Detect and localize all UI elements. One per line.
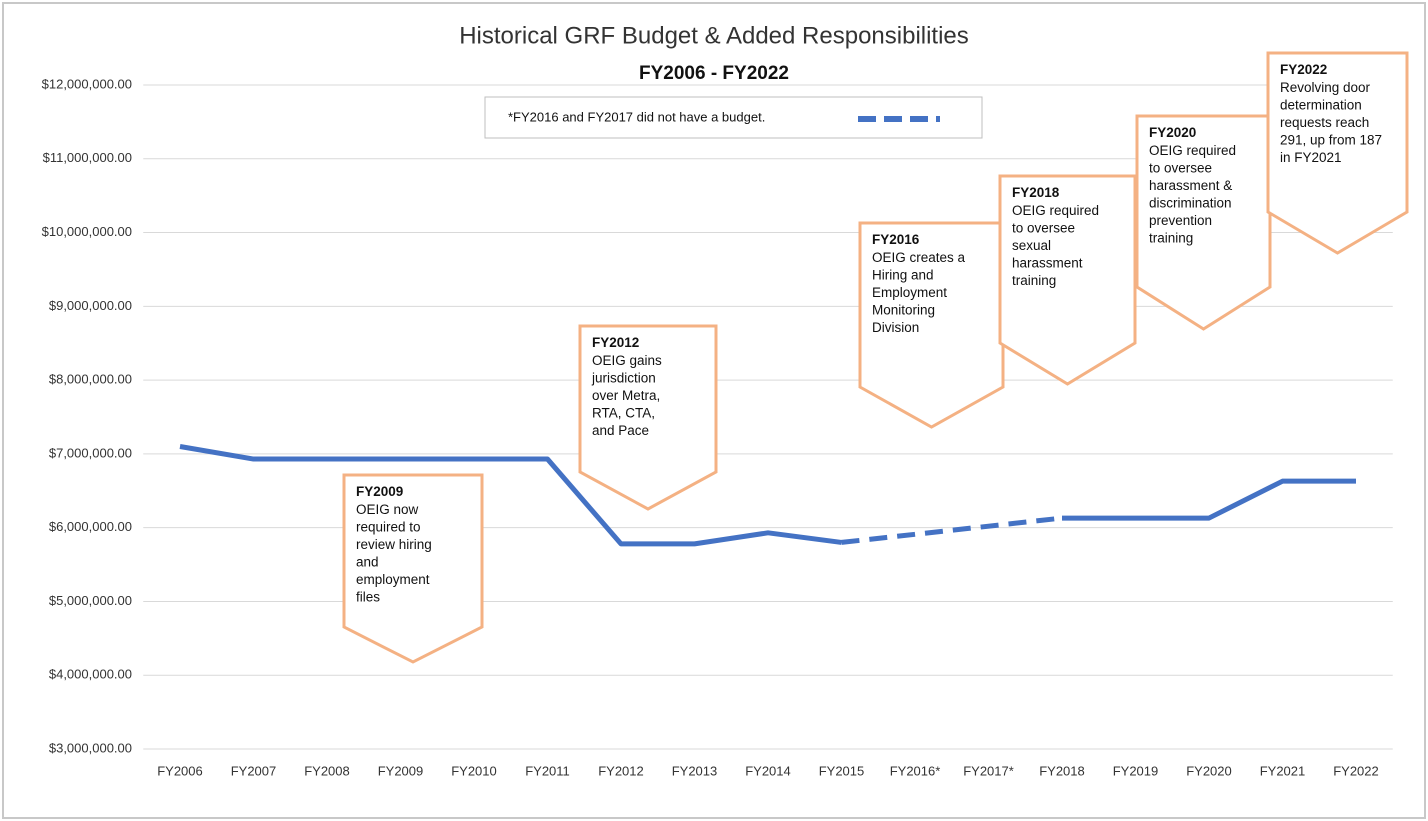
callout-text: OEIG required bbox=[1149, 143, 1236, 158]
budget-line bbox=[1062, 478, 1356, 521]
callout-text: sexual bbox=[1012, 238, 1051, 253]
y-tick-label: $4,000,000.00 bbox=[49, 667, 132, 682]
callout bbox=[578, 324, 718, 511]
y-tick-label: $9,000,000.00 bbox=[49, 298, 132, 313]
callout-text: and Pace bbox=[592, 423, 649, 438]
y-tick-label: $7,000,000.00 bbox=[49, 445, 132, 460]
callout bbox=[342, 473, 484, 664]
callout-text: and bbox=[356, 555, 379, 570]
y-tick-label: $12,000,000.00 bbox=[42, 76, 132, 91]
callout-text: requests reach bbox=[1280, 115, 1369, 130]
callout-text: training bbox=[1012, 273, 1056, 288]
x-tick-label: FY2006 bbox=[157, 763, 203, 778]
callout-text: Revolving door bbox=[1280, 80, 1371, 95]
x-tick-label: FY2010 bbox=[451, 763, 497, 778]
callout-text: over Metra, bbox=[592, 388, 660, 403]
callout-text: determination bbox=[1280, 98, 1362, 113]
note-text: *FY2016 and FY2017 did not have a budget… bbox=[508, 109, 765, 124]
x-tick-label: FY2013 bbox=[672, 763, 718, 778]
callout bbox=[998, 174, 1137, 386]
callout-title: FY2022 bbox=[1280, 62, 1327, 77]
callout-text: to oversee bbox=[1149, 161, 1212, 176]
y-tick-label: $6,000,000.00 bbox=[49, 519, 132, 534]
callout-title: FY2012 bbox=[592, 335, 639, 350]
budget-line bbox=[179, 444, 842, 547]
callout-title: FY2009 bbox=[356, 484, 403, 499]
x-tick-label: FY2018 bbox=[1039, 763, 1085, 778]
callout-title: FY2018 bbox=[1012, 185, 1060, 200]
callout-text: OEIG gains bbox=[592, 353, 662, 368]
callout-text: jurisdiction bbox=[591, 371, 656, 386]
x-tick-label: FY2019 bbox=[1113, 763, 1159, 778]
callout-text: review hiring bbox=[356, 537, 432, 552]
callout-text: Division bbox=[872, 320, 919, 335]
x-tick-label: FY2007 bbox=[231, 763, 277, 778]
callout-text: discrimination bbox=[1149, 196, 1232, 211]
y-tick-label: $8,000,000.00 bbox=[49, 372, 132, 387]
callout bbox=[858, 221, 1005, 429]
callout-text: RTA, CTA, bbox=[592, 406, 655, 421]
callout bbox=[1266, 51, 1409, 255]
y-tick-label: $3,000,000.00 bbox=[49, 740, 132, 755]
callout-text: in FY2021 bbox=[1280, 150, 1342, 165]
callout bbox=[1135, 114, 1272, 331]
x-tick-label: FY2021 bbox=[1260, 763, 1306, 778]
callout-text: prevention bbox=[1149, 213, 1212, 228]
callout-text: to oversee bbox=[1012, 221, 1075, 236]
x-tick-label: FY2014 bbox=[745, 763, 791, 778]
y-tick-label: $10,000,000.00 bbox=[42, 224, 132, 239]
x-tick-label: FY2017* bbox=[963, 763, 1014, 778]
chart-subtitle: FY2006 - FY2022 bbox=[639, 63, 789, 84]
x-tick-label: FY2008 bbox=[304, 763, 350, 778]
callout-text: files bbox=[356, 590, 380, 605]
x-tick-label: FY2011 bbox=[525, 763, 570, 778]
callout-text: OEIG required bbox=[1012, 203, 1099, 218]
callout-text: Employment bbox=[872, 285, 947, 300]
callout-text: OEIG creates a bbox=[872, 250, 966, 265]
x-tick-label: FY2012 bbox=[598, 763, 644, 778]
x-tick-label: FY2020 bbox=[1186, 763, 1232, 778]
callout-text: 291, up from 187 bbox=[1280, 133, 1382, 148]
y-tick-label: $5,000,000.00 bbox=[49, 593, 132, 608]
callout-text: harassment bbox=[1012, 256, 1083, 271]
callout-text: Monitoring bbox=[872, 303, 935, 318]
x-tick-label: FY2015 bbox=[819, 763, 865, 778]
gap-connector bbox=[841, 515, 1063, 545]
callout-title: FY2016 bbox=[872, 232, 920, 247]
callout-text: Hiring and bbox=[872, 268, 934, 283]
y-tick-label: $11,000,000.00 bbox=[43, 150, 132, 165]
callout-text: harassment & bbox=[1149, 178, 1232, 193]
x-tick-label: FY2009 bbox=[378, 763, 424, 778]
callout-text: OEIG now bbox=[356, 502, 419, 517]
callout-text: training bbox=[1149, 231, 1193, 246]
callout-text: required to bbox=[356, 520, 421, 535]
x-tick-label: FY2016* bbox=[890, 763, 941, 778]
x-tick-label: FY2022 bbox=[1333, 763, 1379, 778]
callout-title: FY2020 bbox=[1149, 125, 1196, 140]
callout-text: employment bbox=[356, 572, 430, 587]
chart-title: Historical GRF Budget & Added Responsibi… bbox=[459, 22, 969, 49]
